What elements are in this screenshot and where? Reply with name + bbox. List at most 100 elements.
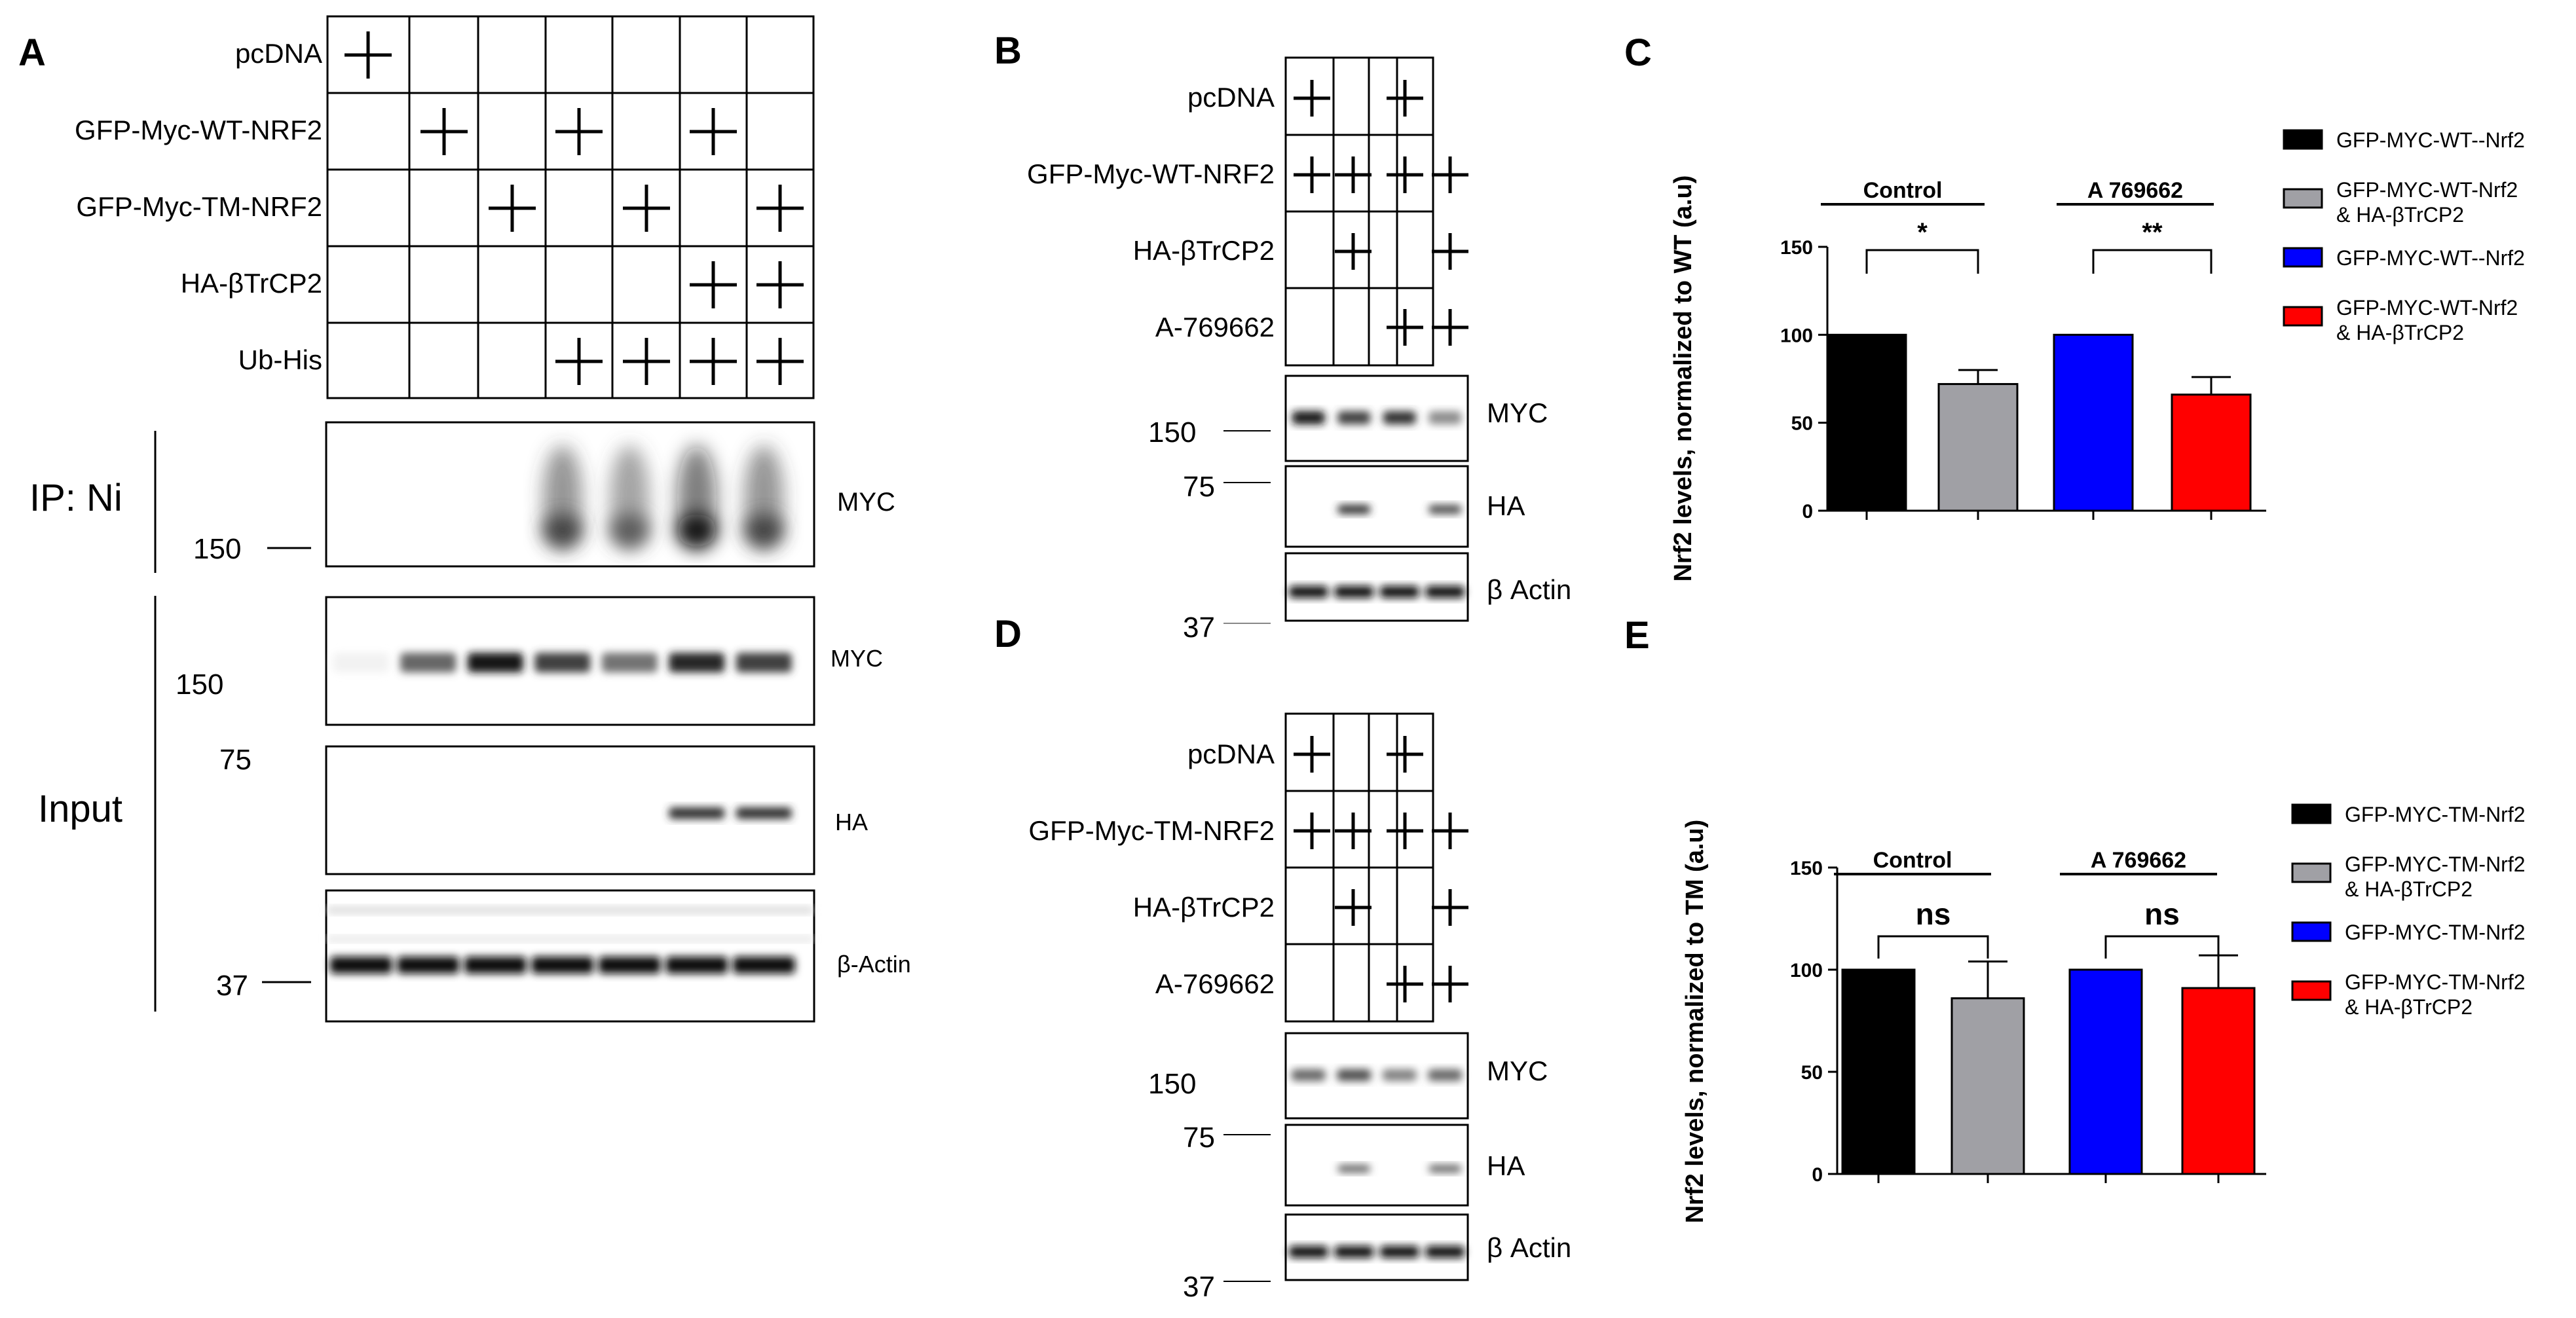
plus-mark [1387, 309, 1423, 346]
group-label: Control [1873, 848, 1952, 873]
legend-item: GFP-MYC-TM-Nrf2 & HA-βTrCP2 [2291, 970, 2526, 1019]
significance-label: ** [2142, 218, 2163, 247]
blot-label-input-actin: β-Actin [837, 951, 911, 978]
legend-swatch [2283, 129, 2323, 150]
row-label-wt-nrf2: GFP-Myc-WT-NRF2 [75, 115, 322, 145]
legend-item: GFP-MYC-WT--Nrf2 [2283, 128, 2525, 152]
bar [2171, 394, 2252, 512]
blot-a-ip-myc [325, 421, 815, 568]
marker-150-input: 150 [176, 668, 223, 701]
blot-band [1334, 586, 1374, 598]
marker-37-input: 37 [216, 970, 248, 1002]
y-tick-label: 50 [1801, 1062, 1823, 1084]
plus-mark [555, 108, 603, 155]
d-row-label-tm-nrf2: GFP-Myc-TM-NRF2 [1028, 815, 1275, 846]
blot-d-myc [1284, 1032, 1469, 1120]
significance-bracket [2092, 249, 2212, 274]
legend-swatch [2291, 980, 2332, 1001]
blot-band [1382, 1069, 1417, 1081]
plus-mark [690, 108, 737, 155]
bar [2181, 987, 2256, 1175]
panel-a-treatment-grid: pcDNA GFP-Myc-WT-NRF2 GFP-Myc-TM-NRF2 HA… [75, 15, 815, 399]
legend-label: GFP-MYC-WT-Nrf2 & HA-βTrCP2 [2336, 296, 2518, 344]
legend-item: GFP-MYC-WT--Nrf2 [2283, 246, 2525, 270]
plus-mark [1335, 889, 1372, 926]
panel-d-letter: D [994, 613, 1022, 655]
d-row-label-ha-btrcp2: HA-βTrCP2 [1133, 892, 1275, 923]
d-marker-37: 37 [1183, 1271, 1215, 1303]
blot-band [531, 957, 594, 974]
panel-c-letter: C [1624, 31, 1652, 74]
y-axis-label: Nrf2 levels, normalized to TM (a.u) [1681, 820, 1709, 1224]
plus-mark [690, 261, 737, 308]
legend-item: GFP-MYC-TM-Nrf2 [2291, 803, 2526, 826]
plus-mark [1432, 889, 1468, 926]
legend-item: GFP-MYC-TM-Nrf2 [2291, 921, 2526, 944]
legend-label: GFP-MYC-TM-Nrf2 & HA-βTrCP2 [2345, 970, 2526, 1019]
d-blot-label-actin: β Actin [1487, 1232, 1571, 1263]
legend-item: GFP-MYC-WT-Nrf2 & HA-βTrCP2 [2283, 296, 2518, 344]
blot-band [610, 514, 650, 547]
b-row-label-a769662: A-769662 [1155, 312, 1275, 342]
blot-b-ha [1284, 465, 1469, 548]
b-marker-37: 37 [1183, 612, 1215, 644]
blot-a-input-myc [325, 596, 815, 726]
plus-mark [1294, 80, 1330, 117]
blot-d-actin [1284, 1213, 1469, 1281]
blot-band [601, 653, 658, 672]
bar [2068, 968, 2143, 1175]
blot-band [1337, 505, 1371, 514]
y-tick-label: 100 [1780, 325, 1813, 346]
b-blot-label-actin: β Actin [1487, 574, 1571, 605]
blot-band [677, 514, 717, 547]
plus-mark [1387, 966, 1423, 1002]
blot-a-input-actin [325, 889, 815, 1023]
legend-swatch [2283, 306, 2323, 327]
b-blot-label-ha: HA [1487, 490, 1525, 521]
d-marker-75: 75 [1183, 1122, 1215, 1154]
ip-label: IP: Ni [29, 477, 122, 519]
plus-mark [756, 261, 804, 308]
plus-mark [1432, 813, 1468, 849]
panel-a-letter: A [18, 31, 46, 74]
blot-band [744, 514, 784, 547]
plus-mark [489, 185, 536, 232]
blot-band [467, 653, 523, 672]
blot-band [1288, 1246, 1328, 1258]
b-marker-75: 75 [1183, 471, 1215, 503]
blot-band [333, 653, 389, 672]
y-tick-label: 50 [1791, 413, 1813, 435]
plus-mark [345, 31, 392, 79]
panel-e: E 0 50 100 150 Nrf2 levels, normalized to TM… [1624, 614, 2526, 1223]
chart-e: 0 50 100 150 Nrf2 levels, normalized to TM (… [1681, 803, 2526, 1223]
plus-mark [690, 338, 737, 385]
blot-b-myc [1284, 375, 1469, 462]
blot-band [1337, 1069, 1372, 1081]
blot-band [1334, 1246, 1374, 1258]
blot-label-input-ha: HA [835, 809, 868, 835]
y-tick-label: 150 [1790, 858, 1823, 879]
plus-mark [1335, 156, 1372, 193]
blot-label-ip-myc: MYC [837, 488, 895, 517]
panel-a: A pcDNA GFP-Myc-WT-NRF2 GFP-Myc-TM-NRF2 … [18, 15, 911, 1023]
b-row-label-ha-btrcp2: HA-βTrCP2 [1133, 235, 1275, 266]
marker-150-ip: 150 [193, 533, 241, 565]
panel-d-treatment-grid: pcDNA GFP-Myc-TM-NRF2 HA-βTrCP2 A-769662 [1028, 712, 1468, 1023]
legend-swatch [2283, 188, 2323, 209]
blot-band [1291, 1069, 1326, 1081]
blot-band [1337, 1165, 1371, 1173]
blot-band [665, 957, 728, 974]
y-tick-label: 100 [1790, 960, 1823, 981]
blot-band [736, 653, 792, 672]
blot-b-actin [1284, 552, 1469, 622]
blot-band [736, 807, 792, 819]
blot-band [1288, 586, 1328, 598]
input-label: Input [38, 788, 122, 830]
row-label-ub-his: Ub-His [238, 344, 322, 375]
legend-label: GFP-MYC-TM-Nrf2 [2345, 921, 2526, 944]
blot-band [1428, 505, 1462, 514]
blot-band [732, 957, 795, 974]
significance-bracket [1865, 249, 1979, 274]
y-tick-label: 0 [1802, 501, 1813, 522]
blot-band [542, 514, 582, 547]
